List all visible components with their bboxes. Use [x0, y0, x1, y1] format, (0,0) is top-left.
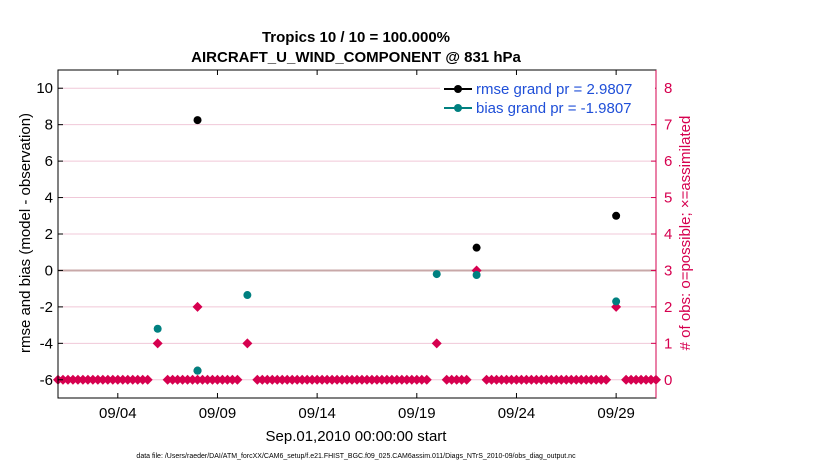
bias-point [153, 324, 162, 333]
x-tick-label: 09/04 [99, 405, 137, 422]
x-tick-label: 09/14 [298, 405, 336, 422]
rmse-point [193, 116, 202, 125]
obs-count-point [242, 338, 253, 349]
y-left-tick-label: 2 [45, 226, 53, 243]
y-right-tick-label: 4 [664, 226, 672, 243]
x-tick-label: 09/19 [398, 405, 436, 422]
y-left-tick-label: -6 [40, 372, 53, 389]
y-left-tick-label: 6 [45, 153, 53, 170]
plot-area [53, 116, 661, 385]
y-right-tick-label: 1 [664, 335, 672, 352]
chart-title-line1: Tropics 10 / 10 = 100.000% [262, 29, 450, 46]
legend-box [440, 75, 655, 123]
obs-count-point [421, 374, 432, 385]
x-tick-label: 09/24 [498, 405, 536, 422]
rmse-point [612, 211, 621, 220]
axes: -6 -4 -2 0 2 4 6 8 10 0 1 2 3 4 5 6 7 8 09/04 09/09 09/14 09/… [36, 69, 672, 422]
y-left-tick-label: 10 [36, 80, 53, 97]
bias-point [472, 271, 481, 279]
legend-bias-marker [454, 104, 462, 112]
obs-count-point [232, 374, 243, 385]
chart-title-line2: AIRCRAFT_U_WIND_COMPONENT @ 831 hPa [191, 49, 521, 66]
y-axis-right-label: # of obs: o=possible; ×=assimilated [677, 116, 694, 351]
rmse-point [472, 243, 481, 252]
x-tick-label: 09/29 [597, 405, 635, 422]
obs-count-point [152, 338, 163, 349]
legend: rmse grand pr = 2.9807 bias grand pr = -… [440, 75, 655, 123]
data-file-footer: data file: /Users/raeder/DAI/ATM_forcXX/… [136, 453, 576, 460]
y-axis-left-label: rmse and bias (model - observation) [17, 113, 34, 353]
y-right-tick-label: 3 [664, 262, 672, 279]
legend-rmse-marker [454, 85, 462, 93]
bias-point [193, 366, 202, 375]
x-tick-label: 09/09 [199, 405, 237, 422]
y-right-tick-label: 5 [664, 190, 672, 207]
obs-count-point [431, 338, 442, 349]
x-axis-label: Sep.01,2010 00:00:00 start [266, 428, 448, 445]
grid [58, 87, 656, 381]
y-right-tick-label: 7 [664, 117, 672, 134]
y-left-tick-label: 4 [45, 190, 53, 207]
y-left-tick-label: 0 [45, 262, 53, 279]
obs-count-point [601, 374, 612, 385]
bias-point [432, 270, 441, 279]
legend-bias-label: bias grand pr = -1.9807 [476, 100, 632, 117]
obs-count-point [142, 374, 153, 385]
y-left-tick-label: 8 [45, 117, 53, 134]
y-left-tick-label: -4 [40, 335, 53, 352]
y-left-tick-label: -2 [40, 299, 53, 316]
y-right-tick-label: 6 [664, 153, 672, 170]
y-right-tick-label: 8 [664, 80, 672, 97]
bias-point [612, 297, 621, 306]
y-right-tick-label: 0 [664, 372, 672, 389]
obs-count-point [192, 301, 203, 312]
y-right-tick-label: 2 [664, 299, 672, 316]
obs-count-point [461, 374, 472, 385]
bias-point [243, 291, 252, 300]
legend-rmse-label: rmse grand pr = 2.9807 [476, 81, 632, 98]
